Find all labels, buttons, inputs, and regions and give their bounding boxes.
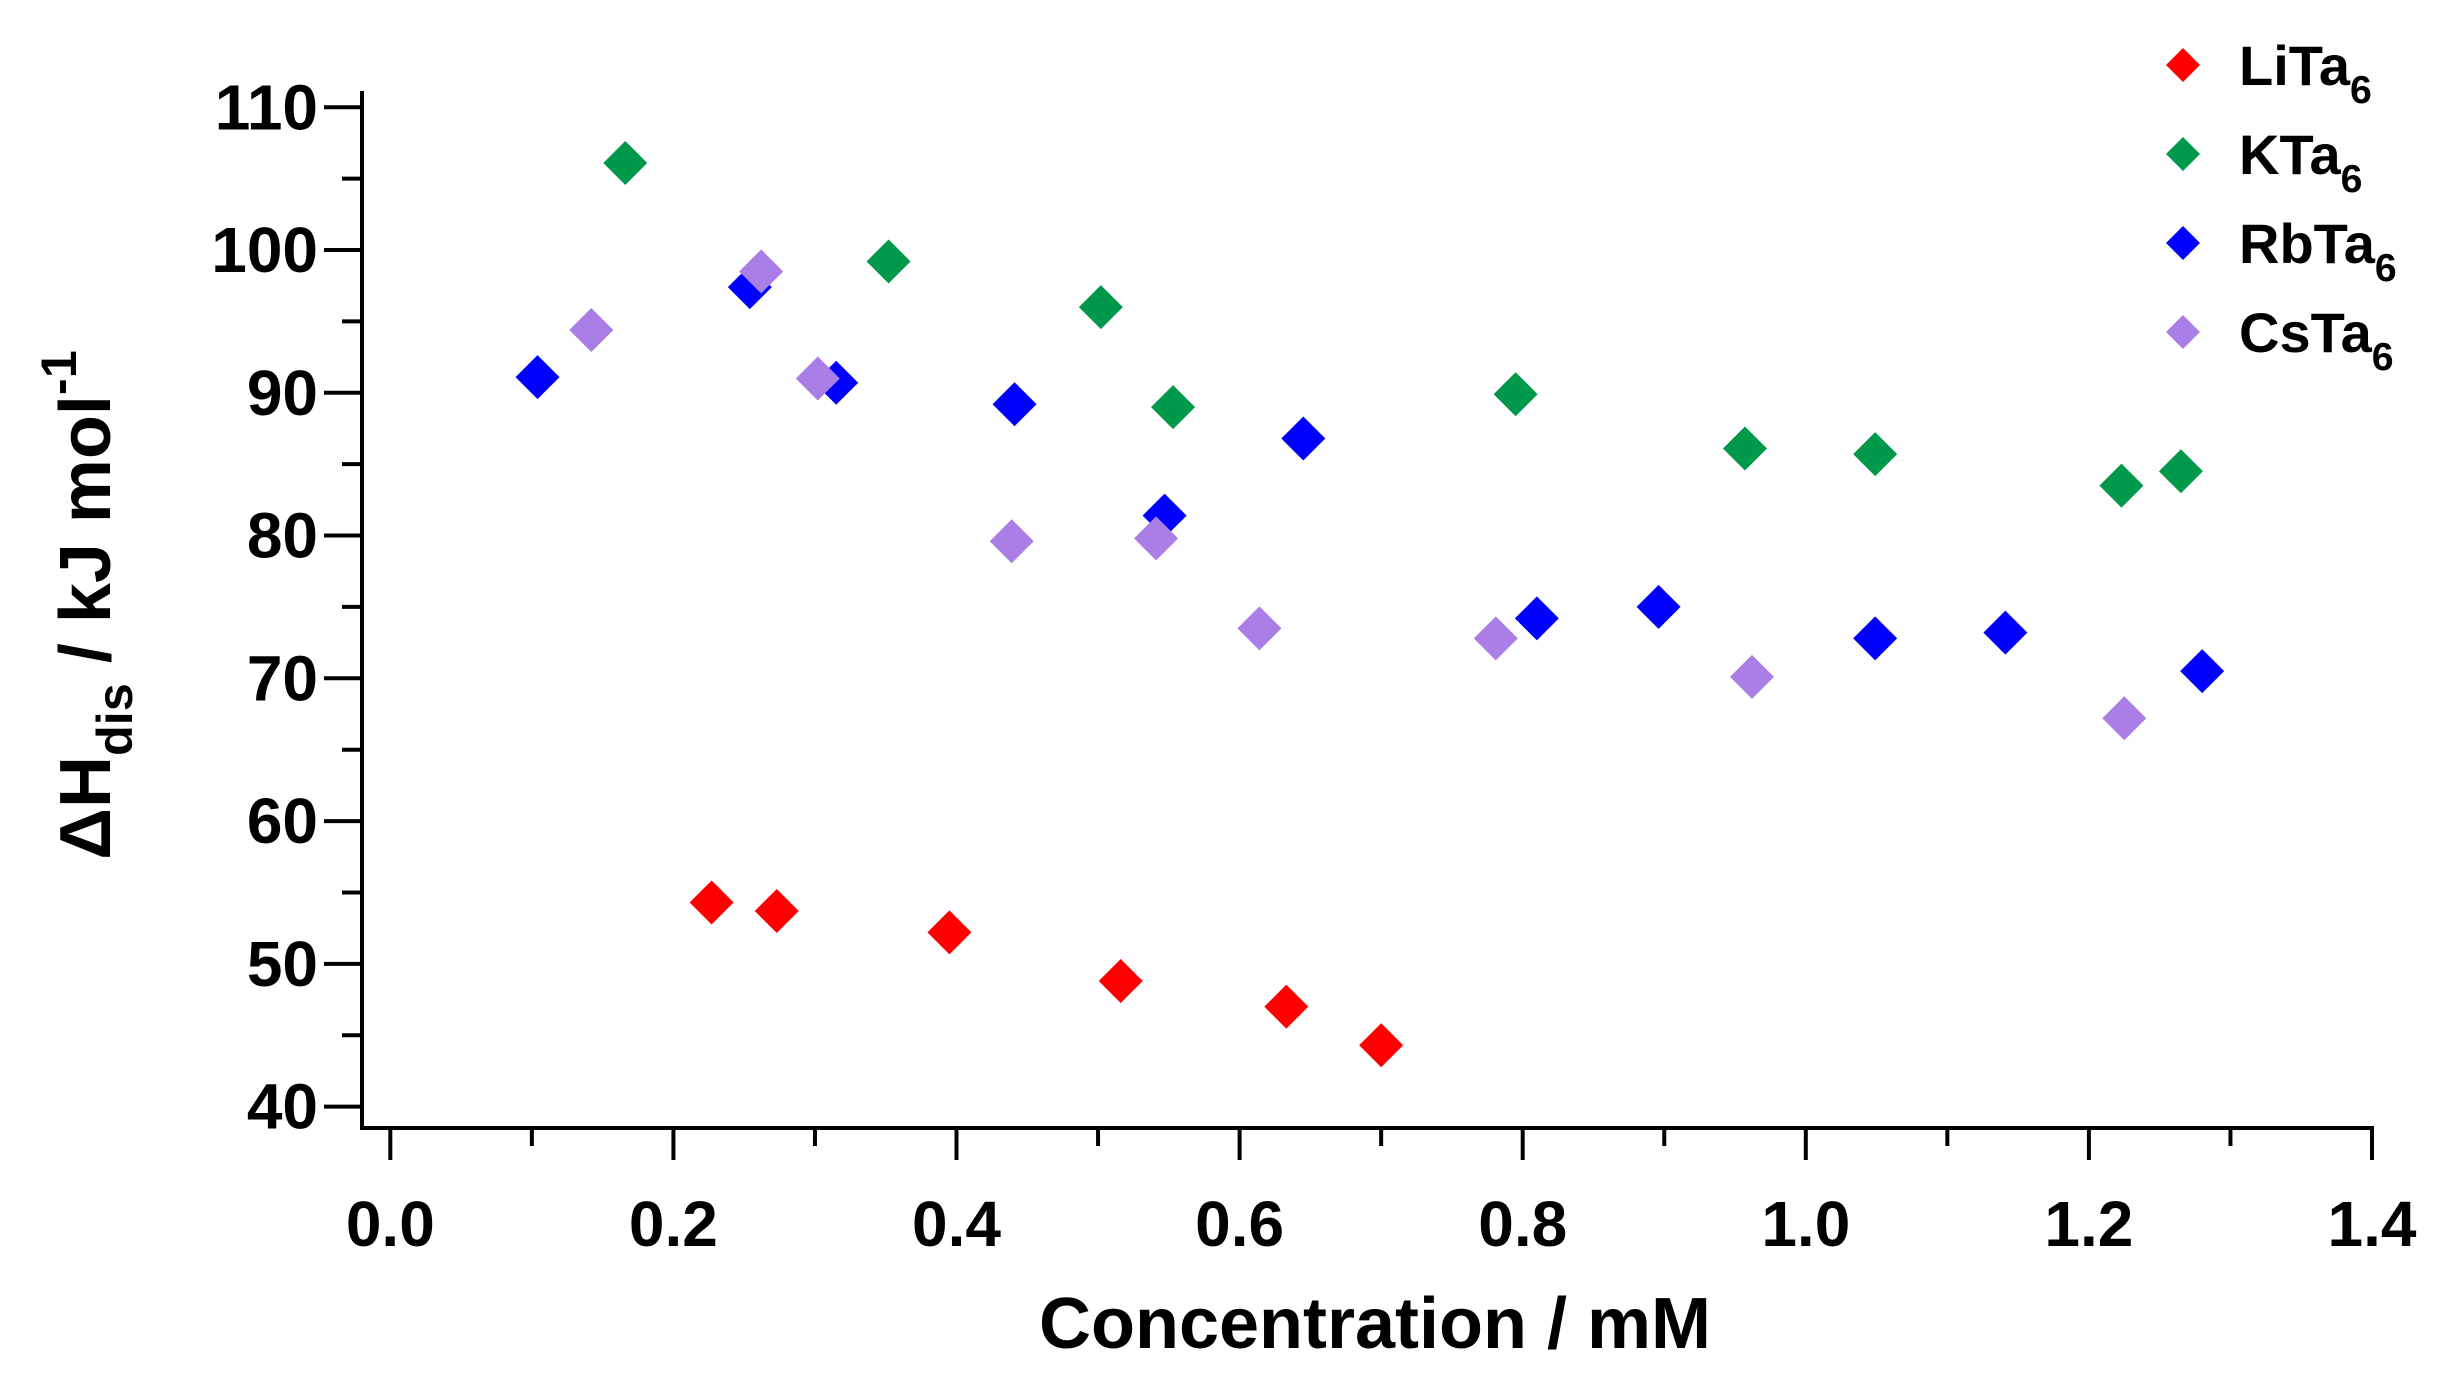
legend-label: KTa6 [2239, 123, 2362, 201]
data-point-rbta [992, 382, 1037, 427]
y-tick-label: 110 [215, 71, 318, 143]
legend-item: LiTa6 [2166, 34, 2372, 112]
x-tick-label: 0.8 [1478, 1188, 1567, 1260]
data-point-csta [2102, 696, 2147, 741]
data-point-rbta [1514, 596, 1559, 641]
y-tick-label: 90 [247, 357, 318, 429]
y-tick-label: 60 [247, 785, 318, 857]
x-tick-label: 1.0 [1761, 1188, 1850, 1260]
series-rbta [515, 265, 2225, 694]
data-point-lita [689, 880, 734, 925]
series-csta [569, 249, 2147, 741]
data-point-rbta [515, 355, 560, 400]
y-tick-label: 40 [247, 1071, 318, 1143]
legend-label: LiTa6 [2239, 34, 2372, 112]
y-axis-title-symbol: ΔH [46, 756, 126, 860]
data-point-kta [1722, 426, 1767, 471]
legend-marker [2166, 137, 2200, 171]
legend-marker [2166, 226, 2200, 260]
data-point-kta [2158, 449, 2203, 494]
legend-label: RbTa6 [2239, 212, 2397, 290]
axes: 0.0 0.2 0.4 0.6 0.8 1.0 1.2 1.4 40 50 60 70 80 90 100 1… [211, 71, 2417, 1260]
y-axis-title-units: / kJ mol [46, 395, 126, 683]
data-point-csta [1730, 654, 1775, 699]
legend-label-name: KTa [2239, 123, 2341, 186]
legend-label-subscript: 6 [2341, 158, 2363, 201]
x-tick-label: 1.4 [2328, 1188, 2417, 1260]
series-lita [689, 880, 1404, 1068]
data-point-csta [1237, 606, 1282, 651]
y-axis-title-superscript: -1 [30, 350, 87, 395]
legend-label-name: RbTa [2239, 212, 2376, 275]
data-point-kta [603, 140, 648, 185]
data-point-rbta [1281, 416, 1326, 461]
series-kta [603, 140, 2203, 508]
y-tick-label: 70 [247, 642, 318, 714]
data-point-rbta [2180, 649, 2225, 694]
legend-label-name: LiTa [2239, 34, 2351, 97]
x-tick-label: 0.4 [912, 1188, 1001, 1260]
y-axis-title: ΔHdis / kJ mol-1 [30, 350, 143, 859]
legend-label: CsTa6 [2239, 301, 2394, 379]
y-tick-label: 50 [247, 928, 318, 1000]
data-point-kta [1493, 372, 1538, 417]
legend-label-name: CsTa [2239, 301, 2373, 364]
data-point-rbta [1983, 610, 2028, 655]
legend-item: RbTa6 [2166, 212, 2397, 290]
x-tick-label: 0.2 [629, 1188, 718, 1260]
legend-marker [2166, 48, 2200, 82]
data-point-kta [1151, 385, 1196, 430]
data-point-csta [569, 307, 614, 352]
x-tick-label: 1.2 [2044, 1188, 2133, 1260]
legend-label-subscript: 6 [2372, 336, 2394, 379]
y-tick-label: 100 [211, 214, 318, 286]
data-point-csta [1134, 516, 1179, 561]
data-point-lita [927, 910, 972, 955]
data-point-rbta [1636, 584, 1681, 629]
legend-marker [2166, 315, 2200, 349]
data-point-kta [1853, 432, 1898, 477]
data-point-csta [1473, 616, 1518, 661]
data-point-kta [2099, 463, 2144, 508]
y-axis-title-subscript: dis [86, 683, 143, 756]
data-point-csta [989, 519, 1034, 564]
data-point-csta [795, 356, 840, 401]
plot-area [515, 140, 2225, 1068]
legend-label-subscript: 6 [2375, 247, 2397, 290]
data-point-lita [1359, 1023, 1404, 1068]
data-point-lita [1098, 958, 1143, 1003]
x-tick-label: 0.0 [346, 1188, 435, 1260]
x-axis-title: Concentration / mM [1039, 1284, 1711, 1364]
data-point-rbta [1853, 616, 1898, 661]
data-point-kta [866, 239, 911, 284]
x-tick-label: 0.6 [1195, 1188, 1284, 1260]
data-point-csta [739, 249, 784, 294]
data-point-lita [754, 889, 799, 934]
data-point-lita [1264, 984, 1309, 1029]
legend-item: KTa6 [2166, 123, 2362, 201]
data-point-kta [1078, 285, 1123, 330]
legend-label-subscript: 6 [2350, 69, 2372, 112]
y-tick-label: 80 [247, 500, 318, 572]
legend-item: CsTa6 [2166, 301, 2394, 379]
